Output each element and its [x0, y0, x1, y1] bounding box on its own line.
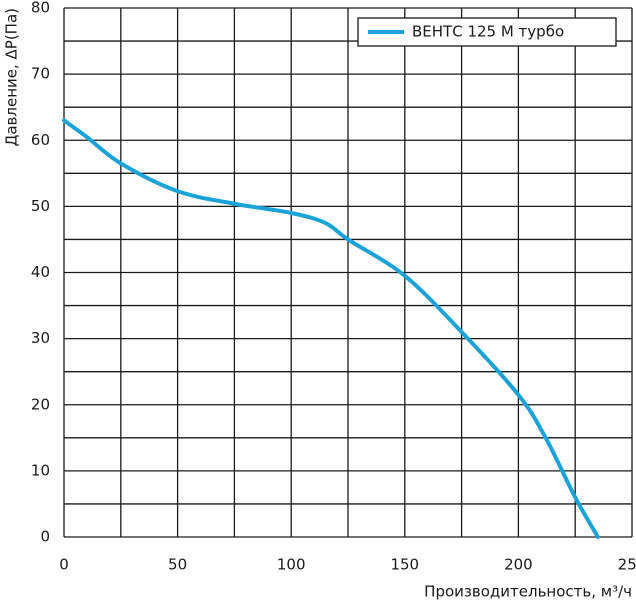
- x-tick-label: 50: [168, 556, 187, 574]
- y-tick-label: 20: [31, 395, 50, 413]
- y-tick-label: 30: [31, 329, 50, 347]
- y-tick-label: 0: [40, 528, 50, 546]
- y-tick-label: 50: [31, 197, 50, 215]
- legend-label: ВЕНТС 125 М турбо: [412, 23, 564, 41]
- y-tick-label: 40: [31, 263, 50, 281]
- y-tick-label: 60: [31, 131, 50, 149]
- y-tick-label: 70: [31, 65, 50, 83]
- y-axis-title: Давление, ΔP(Па): [3, 8, 21, 146]
- x-axis-title: Производительность, м³/ч: [424, 583, 632, 601]
- x-tick-label: 150: [390, 556, 419, 574]
- x-tick-label: 200: [504, 556, 533, 574]
- x-tick-label: 0: [59, 556, 69, 574]
- x-tick-label: 250: [618, 556, 636, 574]
- y-tick-label: 80: [31, 0, 50, 17]
- series-line: [62, 118, 600, 539]
- x-tick-label: 100: [277, 556, 306, 574]
- y-tick-label: 10: [31, 461, 50, 479]
